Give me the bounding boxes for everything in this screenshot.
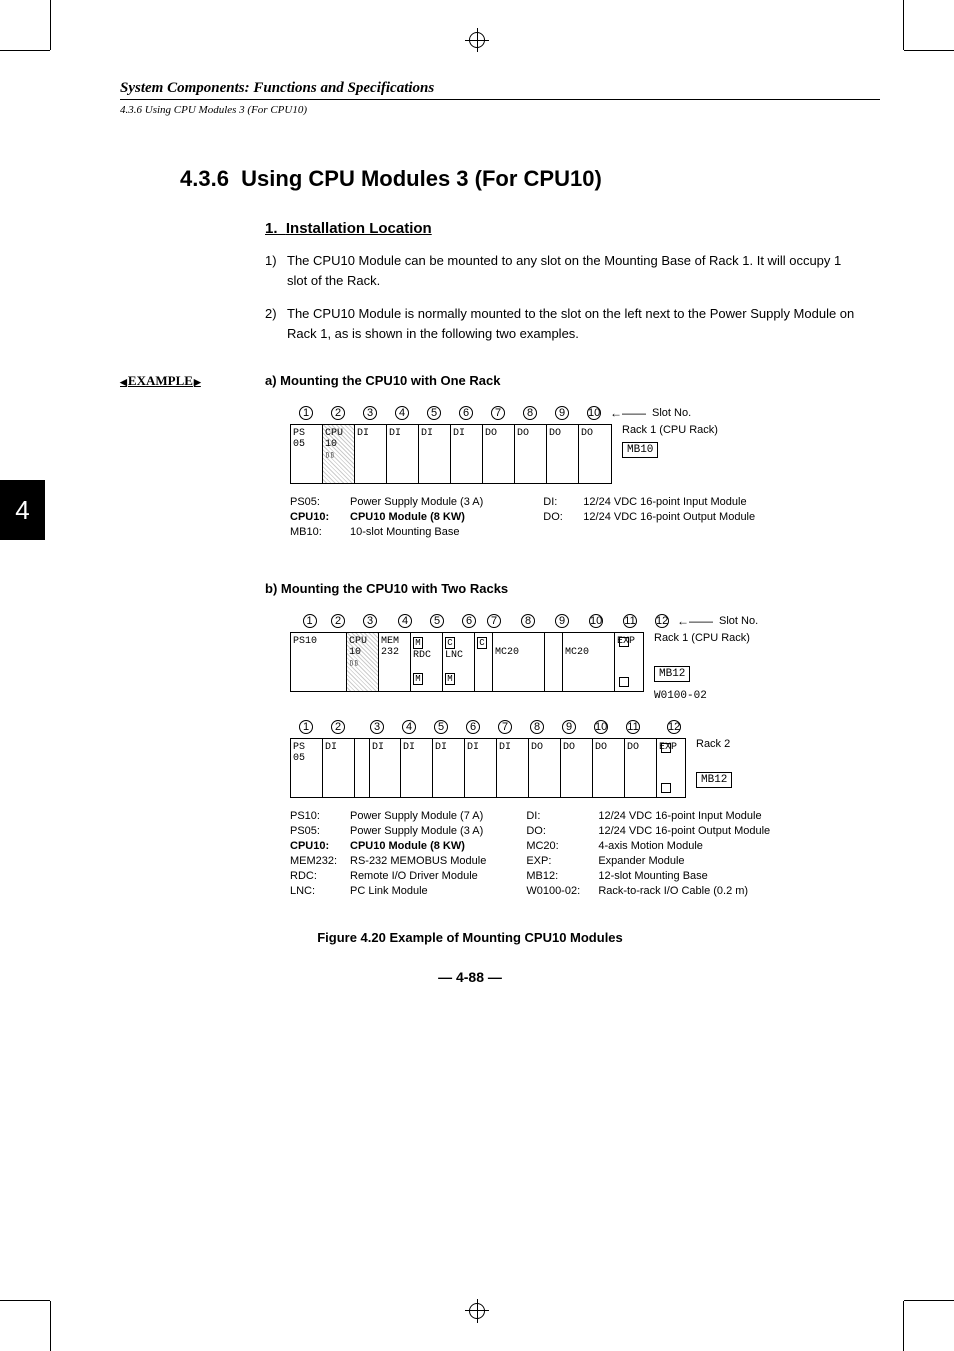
paragraph-1: 1) The CPU10 Module can be mounted to an… <box>265 251 865 290</box>
slot: DI <box>433 739 465 797</box>
legend-a: PS05:Power Supply Module (3 A) CPU10:CPU… <box>290 496 900 541</box>
rack2-box: PS05 DI DI DI DI DI DI DO DO DO DO EXP <box>290 738 686 798</box>
slot: DI <box>451 425 483 483</box>
slot: PS05 <box>291 739 323 797</box>
para-text: The CPU10 Module is normally mounted to … <box>287 304 865 343</box>
chapter-tab: 4 <box>0 480 45 540</box>
slot: DO <box>515 425 547 483</box>
paragraph-2: 2) The CPU10 Module is normally mounted … <box>265 304 865 343</box>
slot: DO <box>529 739 561 797</box>
slot: MRDCM <box>411 633 443 691</box>
slot: DO <box>547 425 579 483</box>
mb-label: MB12 <box>696 772 732 788</box>
section-number: 4.3.6 <box>180 166 229 191</box>
slot: MEM232 <box>379 633 411 691</box>
slot-numbers: 1 2 3 4 5 6 7 8 9 10 ←―― Slot No. <box>290 406 900 420</box>
section-name: Using CPU Modules 3 (For CPU10) <box>241 166 602 191</box>
rack-label: Rack 1 (CPU Rack) <box>622 424 718 436</box>
para-num: 1) <box>265 251 287 290</box>
rack2-label: Rack 2 <box>696 738 732 750</box>
slot-no-label: Slot No. <box>719 615 758 627</box>
para-num: 2) <box>265 304 287 343</box>
slot: DI <box>387 425 419 483</box>
rack1-label: Rack 1 (CPU Rack) <box>654 632 750 644</box>
slot: DI <box>497 739 529 797</box>
slot: PS05 <box>291 425 323 483</box>
slot-numbers-b1: 1 2 3 4 5 6 7 8 9 10 11 12 ←―― Slot No. <box>290 614 900 628</box>
slot-empty: C <box>475 633 493 691</box>
slot: DO <box>579 425 611 483</box>
slot: MC20 <box>493 633 545 691</box>
slot-empty <box>545 633 563 691</box>
slot: DI <box>465 739 497 797</box>
example-b-title: b) Mounting the CPU10 with Two Racks <box>265 581 900 596</box>
slot: DO <box>561 739 593 797</box>
slot-cpu: CPU10▯▯ <box>347 633 379 691</box>
breadcrumb: 4.3.6 Using CPU Modules 3 (For CPU10) <box>120 104 900 116</box>
arrow-icon: ←―― <box>677 614 713 628</box>
arrow-icon: ←―― <box>610 406 646 420</box>
running-head: System Components: Functions and Specifi… <box>120 80 880 100</box>
slot: CLNCM <box>443 633 475 691</box>
slot-no-label: Slot No. <box>652 407 691 419</box>
page-content: 4 System Components: Functions and Speci… <box>120 80 900 985</box>
example-a-title: a) Mounting the CPU10 with One Rack <box>265 373 900 388</box>
rack-diagram-a: 1 2 3 4 5 6 7 8 9 10 ←―― Slot No. PS05 C… <box>290 406 900 541</box>
slot-gap <box>355 739 369 797</box>
slot-exp: EXP <box>615 633 643 691</box>
slot: DO <box>483 425 515 483</box>
mb-label: MB12 <box>654 666 690 682</box>
para-text: The CPU10 Module can be mounted to any s… <box>287 251 865 290</box>
slot: DI <box>369 739 401 797</box>
section-title: 4.3.6 Using CPU Modules 3 (For CPU10) <box>180 166 900 192</box>
page-number: — 4-88 — <box>120 969 820 985</box>
slot: MC20 <box>563 633 615 691</box>
rack-diagram-b: 1 2 3 4 5 6 7 8 9 10 11 12 ←―― Slot No. … <box>290 614 900 900</box>
slot-cpu: CPU10▯▯ <box>323 425 355 483</box>
slot: DO <box>625 739 657 797</box>
subsection-title: 1. Installation Location <box>265 220 900 237</box>
slot: PS10 <box>291 633 347 691</box>
slot: DI <box>323 739 355 797</box>
rack1-box: PS10 CPU10▯▯ MEM232 MRDCM CLNCM C MC20 M… <box>290 632 644 692</box>
mb-label: MB10 <box>622 442 658 458</box>
slot: DI <box>401 739 433 797</box>
slot: DI <box>419 425 451 483</box>
slot: DI <box>355 425 387 483</box>
slot-exp: EXP <box>657 739 685 797</box>
example-badge: EXAMPLE <box>120 373 201 389</box>
figure-caption: Figure 4.20 Example of Mounting CPU10 Mo… <box>120 930 820 945</box>
cable-label: W0100-02 <box>654 690 750 702</box>
slot-numbers-b2: 1 2 3 4 5 6 7 8 9 10 11 12 <box>290 720 900 734</box>
rack-box: PS05 CPU10▯▯ DI DI DI DI DO DO DO DO <box>290 424 612 484</box>
slot: DO <box>593 739 625 797</box>
legend-b: PS10:Power Supply Module (7 A) PS05:Powe… <box>290 810 900 900</box>
